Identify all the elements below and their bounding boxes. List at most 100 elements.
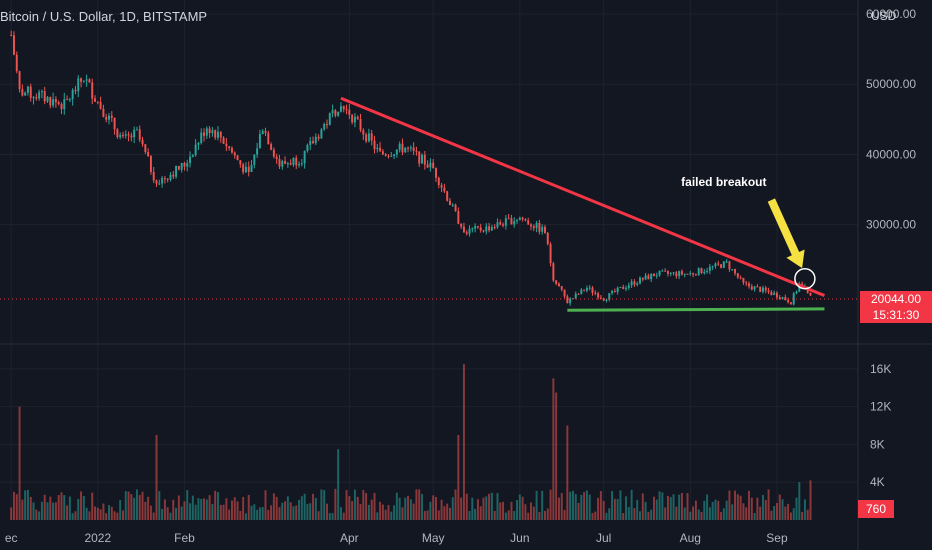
volume-bar: [524, 504, 527, 520]
volume-bar: [219, 504, 222, 520]
volume-bar: [353, 489, 356, 520]
candle-body: [119, 134, 122, 138]
price-tick-label: 50000.00: [866, 77, 916, 91]
support-trendline[interactable]: [567, 307, 825, 312]
candle-body: [250, 164, 253, 172]
volume-bar: [535, 490, 538, 520]
volume-bar: [675, 506, 678, 520]
volume-bar: [555, 392, 558, 520]
candle-body: [605, 299, 608, 301]
candle-body: [163, 178, 166, 180]
volume-bar: [571, 490, 574, 520]
volume-bar: [499, 502, 502, 520]
volume-bar: [448, 507, 451, 520]
candle-body: [242, 164, 245, 173]
candle-body: [225, 143, 228, 147]
candle-body: [714, 263, 717, 267]
candle-body: [133, 129, 136, 138]
candle-body: [300, 163, 303, 165]
volume-bar: [644, 501, 647, 520]
volume-bar: [720, 512, 723, 520]
volume-bar: [342, 512, 345, 520]
candle-body: [555, 280, 558, 284]
volume-bar: [309, 503, 312, 520]
volume-bar: [278, 507, 281, 520]
candle-body: [161, 178, 164, 184]
volume-bar: [482, 497, 485, 520]
price-axis[interactable]: 60000.00 50000.00 40000.00 30000.00: [866, 7, 916, 232]
volume-bar: [585, 490, 588, 520]
volume-bar: [775, 502, 778, 520]
volume-bar: [759, 506, 762, 520]
volume-bar: [488, 493, 491, 520]
candle-body: [80, 78, 83, 82]
candle-body: [320, 129, 323, 139]
candle-body: [149, 156, 152, 173]
volume-bar: [172, 499, 175, 520]
failed-breakout-label: failed breakout: [681, 175, 766, 189]
volume-bar: [124, 491, 127, 520]
candle-body: [535, 222, 538, 229]
candle-body: [370, 133, 373, 141]
volume-bar: [468, 510, 471, 520]
candle-body: [256, 148, 259, 155]
candle-body: [778, 297, 781, 299]
candle-body: [258, 134, 261, 149]
volume-axis[interactable]: 16K 12K 8K 4K: [870, 362, 891, 489]
time-axis[interactable]: ec 2022 Feb Apr May Jun Jul Aug Sep: [5, 531, 788, 545]
volume-bar: [359, 503, 362, 520]
volume-bar: [518, 494, 521, 520]
breakout-arrow[interactable]: [767, 198, 805, 269]
candle-body: [214, 130, 217, 138]
candle-body: [742, 277, 745, 283]
volume-bar: [588, 494, 591, 520]
volume-bar: [177, 495, 180, 520]
candle-body: [647, 275, 650, 280]
volume-bar: [672, 494, 675, 520]
volume-bar: [636, 499, 639, 520]
candle-body: [792, 293, 795, 305]
volume-bar: [574, 494, 577, 520]
candle-body: [345, 109, 348, 111]
volume-bar: [133, 497, 136, 520]
volume-bar: [85, 507, 88, 520]
candle-body: [74, 90, 77, 92]
candle-body: [317, 136, 320, 139]
last-price-badge: 20044.00: [860, 291, 932, 307]
volume-bar: [110, 506, 113, 520]
volume-bar: [563, 510, 566, 520]
candle-body: [124, 134, 127, 136]
volume-bar: [784, 506, 787, 520]
volume-bar: [63, 495, 66, 520]
volume-bar: [703, 500, 706, 520]
volume-bar: [57, 495, 60, 520]
volume-bar: [725, 500, 728, 520]
volume-bar: [135, 489, 138, 520]
volume-bar: [281, 502, 284, 520]
candle-body: [421, 154, 423, 164]
volume-bar: [471, 497, 474, 520]
volume-bar: [700, 511, 703, 520]
candle-body: [200, 132, 203, 143]
candle-body: [532, 226, 535, 229]
volume-bar: [197, 498, 200, 520]
candle-body: [437, 177, 440, 186]
volume-bar: [152, 512, 155, 520]
volume-bar: [711, 501, 714, 520]
volume-bar: [474, 508, 477, 520]
volume-bar: [144, 501, 147, 520]
volume-bar: [119, 500, 122, 520]
volume-bar: [15, 494, 18, 520]
candle-body: [507, 218, 510, 220]
candle-body: [295, 157, 298, 166]
candle-body: [155, 180, 158, 184]
candle-body: [465, 232, 468, 234]
candle-body: [393, 154, 396, 156]
candle-body: [703, 271, 706, 274]
volume-bar: [549, 489, 552, 520]
volume-bar: [88, 511, 91, 520]
candle-body: [110, 115, 113, 118]
breakout-circle[interactable]: [794, 267, 816, 290]
resistance-trendline[interactable]: [340, 96, 826, 297]
